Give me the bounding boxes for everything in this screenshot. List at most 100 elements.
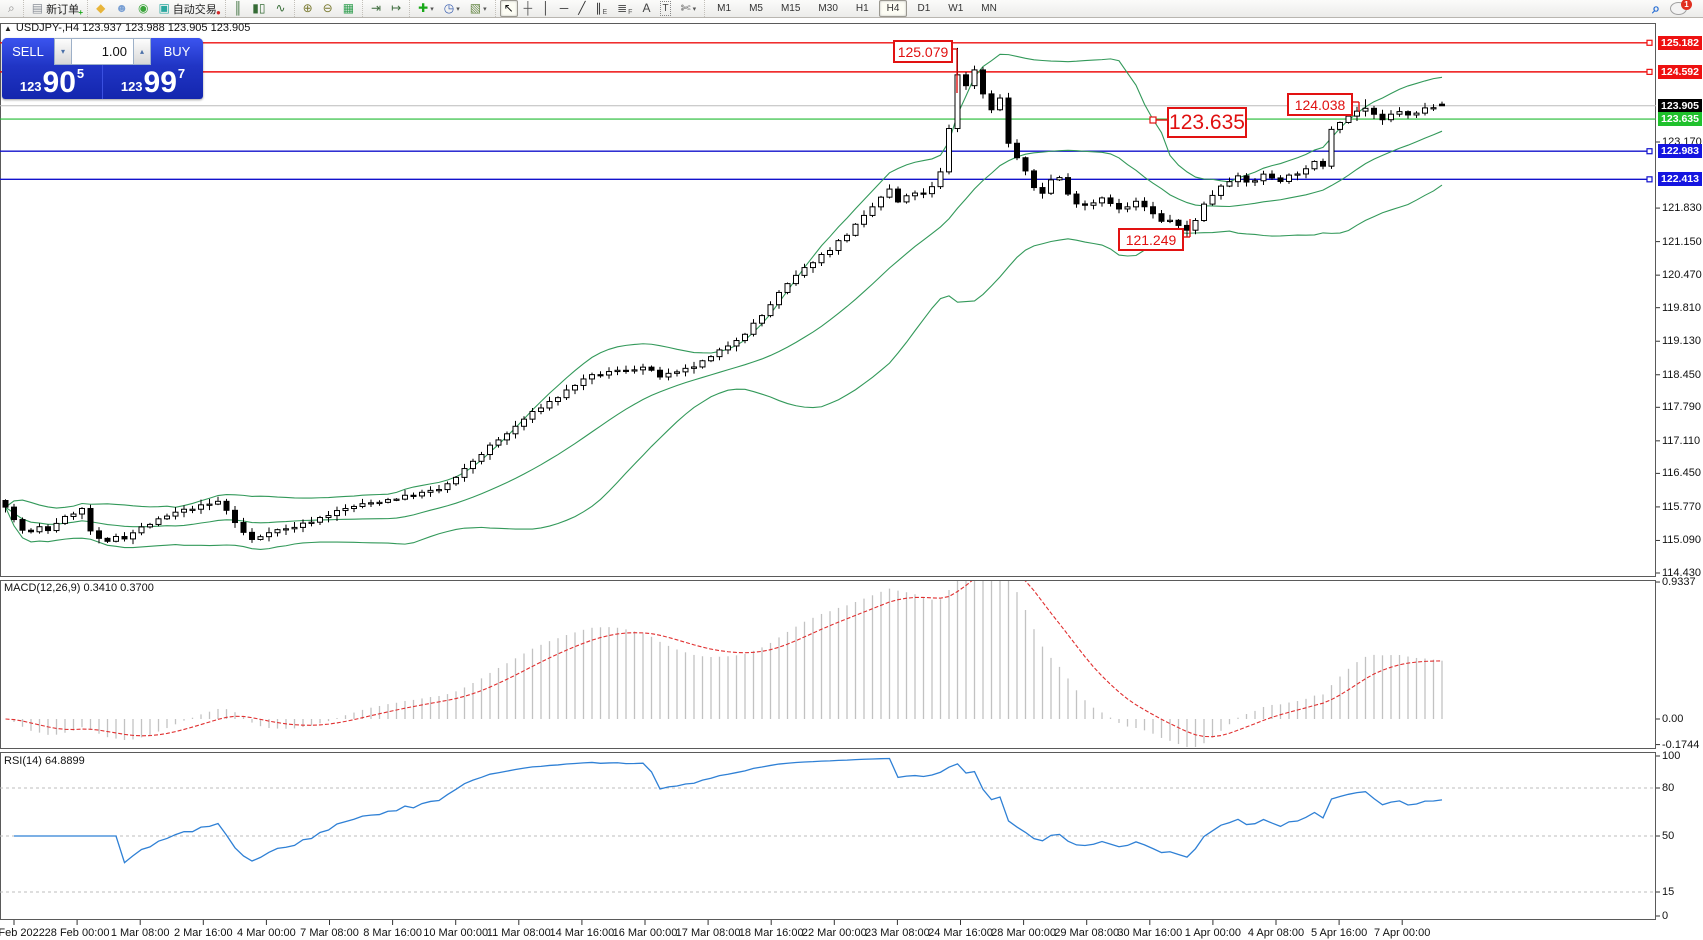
templates-icon[interactable]: ▧ ▾ xyxy=(466,0,491,17)
tf-m15[interactable]: M15 xyxy=(773,0,808,17)
buy-price[interactable]: 123 99 7 xyxy=(103,65,203,99)
time-label-17: 29 Mar 08:00 xyxy=(1054,927,1120,939)
arrows-icon: ✄ xyxy=(680,1,691,15)
tf-h4[interactable]: H4 xyxy=(878,0,908,17)
auto-trading-button[interactable]: ▣ ● 自动交易 xyxy=(154,0,220,17)
bar-chart-icon[interactable]: ║ xyxy=(230,0,247,17)
tf-m30-label: M30 xyxy=(818,3,838,14)
tf-h1[interactable]: H1 xyxy=(848,0,877,17)
time-label-6: 8 Mar 16:00 xyxy=(363,927,422,939)
periods-icon[interactable]: ◷ ▾ xyxy=(440,0,464,17)
chat-icon[interactable]: 1 xyxy=(1666,0,1692,17)
tf-w1[interactable]: W1 xyxy=(940,0,971,17)
arrows-icon-dropdown[interactable]: ▾ xyxy=(692,5,697,13)
level-handle-124.592[interactable] xyxy=(1646,68,1653,75)
tf-mn[interactable]: MN xyxy=(973,0,1005,17)
tf-m5[interactable]: M5 xyxy=(741,0,771,17)
tf-d1[interactable]: D1 xyxy=(909,0,938,17)
macd-axis--0.1744: -0.1744 xyxy=(1662,738,1700,751)
signals-icon: ◉ xyxy=(137,1,149,15)
sell-price[interactable]: 123 90 5 xyxy=(2,65,103,99)
time-label-4: 4 Mar 00:00 xyxy=(237,927,296,939)
line-chart-icon: ∿ xyxy=(275,1,286,15)
chart-shift-icon[interactable]: ↦ xyxy=(387,0,405,17)
tf-mn-label: MN xyxy=(981,3,997,14)
buy-button[interactable]: BUY xyxy=(151,38,203,65)
cursor-icon[interactable]: ↖ xyxy=(499,0,518,17)
text-icon[interactable]: A xyxy=(638,0,654,17)
candlestick-icon: ▮▯ xyxy=(252,1,266,15)
fibonacci-icon[interactable]: ≣ F xyxy=(613,0,636,17)
price-tick-117.110: 117.110 xyxy=(1662,434,1701,447)
channel-icon-sub: E xyxy=(602,9,608,16)
indicators-icon: ✚ xyxy=(418,1,429,15)
chart-plot[interactable] xyxy=(0,18,1703,940)
periods-icon-dropdown[interactable]: ▾ xyxy=(456,5,460,13)
vertical-line-icon[interactable]: │ xyxy=(538,0,554,17)
rsi-line xyxy=(14,757,1443,864)
toolbar-group-timeframes: M1 M5 M15 M30 H1 H4 D1 W1 MN xyxy=(704,0,1009,17)
templates-icon: ▧ xyxy=(469,1,482,15)
horizontal-line-icon: ─ xyxy=(559,1,569,15)
new-order-button[interactable]: ▤ + 新订单 xyxy=(28,0,83,17)
annotation-125.079[interactable]: 125.079 xyxy=(893,40,953,63)
time-label-21: 5 Apr 16:00 xyxy=(1310,927,1368,939)
styles-icon[interactable]: ◆ xyxy=(92,0,109,17)
time-label-5: 7 Mar 08:00 xyxy=(300,927,359,939)
toolbar-right: ⌕ 1 xyxy=(1647,0,1703,17)
level-handle-122.413[interactable] xyxy=(1646,176,1653,183)
search-icon[interactable]: ⌕ xyxy=(4,0,19,17)
crosshair-icon[interactable]: ┼ xyxy=(520,0,537,17)
tf-h1-label: H1 xyxy=(855,3,869,14)
line-chart-icon[interactable]: ∿ xyxy=(272,0,290,17)
auto-trading-button-badge: ● xyxy=(215,8,221,17)
horizontal-line-icon[interactable]: ─ xyxy=(556,0,573,17)
pane-frame xyxy=(0,23,1656,577)
annotation-121.249[interactable]: 121.249 xyxy=(1118,228,1184,251)
time-label-7: 10 Mar 00:00 xyxy=(423,927,489,939)
new-order-button-badge: + xyxy=(78,8,84,17)
time-label-20: 4 Apr 08:00 xyxy=(1247,927,1305,939)
tf-m30[interactable]: M30 xyxy=(810,0,845,17)
signals-icon[interactable]: ◉ xyxy=(134,0,152,17)
arrows-icon[interactable]: ✄ ▾ xyxy=(677,0,701,17)
tf-w1-label: W1 xyxy=(948,3,964,14)
volume-input[interactable] xyxy=(72,38,133,65)
price-badge-123.635: 123.635 xyxy=(1658,112,1702,127)
annotation-124.038[interactable]: 124.038 xyxy=(1287,93,1353,116)
channel-icon[interactable]: ∥ E xyxy=(591,0,611,17)
sell-button[interactable]: SELL xyxy=(2,38,54,65)
auto-scroll-icon[interactable]: ⇥ xyxy=(367,0,385,17)
price-badge-122.983: 122.983 xyxy=(1658,144,1702,159)
tile-windows-icon: ▦ xyxy=(342,1,355,15)
zoom-in-icon[interactable]: ⊕ xyxy=(299,0,317,17)
text-label-icon[interactable]: T xyxy=(656,0,674,17)
time-label-19: 1 Apr 00:00 xyxy=(1184,927,1242,939)
find-icon[interactable]: ⌕ xyxy=(1648,0,1664,17)
level-handle-125.182[interactable] xyxy=(1646,39,1653,46)
chart-window[interactable]: ▲ USDJPY-,H4 123.937 123.988 123.905 123… xyxy=(0,18,1703,940)
candlestick-icon[interactable]: ▮▯ xyxy=(248,0,269,17)
channel-icon: ∥ xyxy=(595,1,602,15)
tf-m15-label: M15 xyxy=(780,3,801,14)
annotation-123.635[interactable]: 123.635 xyxy=(1167,107,1247,138)
price-tick-118.450: 118.450 xyxy=(1662,368,1701,381)
tf-m1[interactable]: M1 xyxy=(709,0,739,17)
profiles-icon[interactable]: ☻ xyxy=(111,0,132,17)
templates-icon-dropdown[interactable]: ▾ xyxy=(483,5,487,13)
volume-increase-button[interactable]: ▴ xyxy=(133,38,151,65)
volume-decrease-button[interactable]: ▾ xyxy=(54,38,72,65)
toolbar-group-order: ▤ + 新订单 xyxy=(22,0,87,17)
trendline-icon[interactable]: ╱ xyxy=(574,0,589,17)
time-label-8: 11 Mar 08:00 xyxy=(486,927,551,939)
tf-d1-label: D1 xyxy=(917,3,931,14)
tile-windows-icon[interactable]: ▦ xyxy=(339,0,358,17)
level-handle-122.983[interactable] xyxy=(1646,148,1653,155)
indicators-icon[interactable]: ✚ ▾ xyxy=(414,0,438,17)
time-label-14: 23 Mar 08:00 xyxy=(864,927,930,939)
buy-price-point: 7 xyxy=(177,66,186,81)
time-label-22: 7 Apr 00:00 xyxy=(1374,927,1431,939)
zoom-out-icon[interactable]: ⊖ xyxy=(319,0,337,17)
indicators-icon-dropdown[interactable]: ▾ xyxy=(430,5,434,13)
panel-collapse-icon[interactable]: ▲ xyxy=(4,23,12,33)
